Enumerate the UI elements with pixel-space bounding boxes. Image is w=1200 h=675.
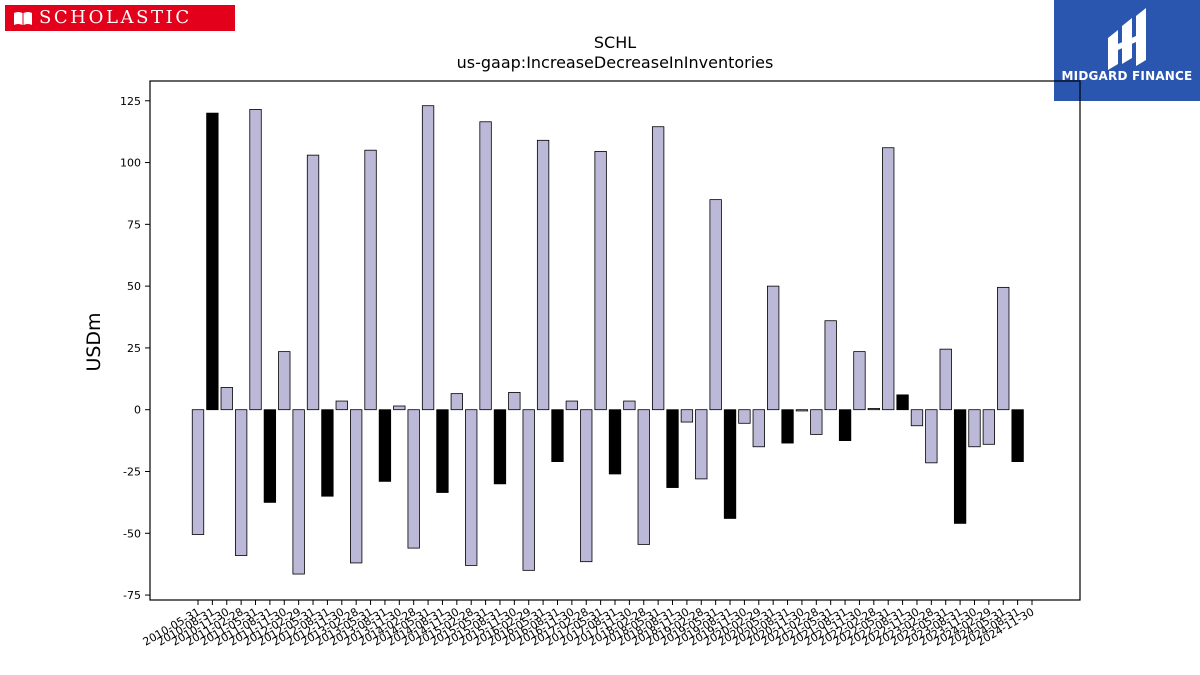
y-ticks-group: -75 -50 -25 0 25 50 75 100 125 bbox=[120, 95, 150, 602]
bar-2023-05-31 bbox=[939, 348, 952, 411]
chart-title: SCHL bbox=[594, 33, 636, 52]
plot-frame bbox=[149, 80, 1081, 601]
bar-2012-08-31 bbox=[321, 409, 334, 497]
bar-2019-11-30 bbox=[738, 409, 751, 424]
bar-2017-08-31 bbox=[608, 409, 622, 475]
midgard-finance-logo: MIDGARD FINANCE bbox=[1054, 0, 1200, 101]
bar-2018-02-28 bbox=[637, 409, 650, 545]
bar-2011-05-31 bbox=[249, 109, 262, 411]
x-ticks-group: 2010-05-312010-08-312010-11-302011-02-28… bbox=[141, 600, 1037, 649]
bar-2019-08-31 bbox=[723, 409, 737, 519]
bar-2019-05-31 bbox=[709, 199, 722, 411]
y-tick-label: -50 bbox=[123, 527, 141, 540]
y-tick-label: 25 bbox=[127, 342, 141, 355]
bar-2021-11-30 bbox=[853, 351, 866, 411]
bar-2011-02-28 bbox=[234, 409, 248, 556]
bar-2023-11-30 bbox=[968, 409, 981, 448]
y-tick-label: 0 bbox=[134, 404, 141, 417]
bar-2014-08-31 bbox=[436, 409, 449, 493]
y-tick-label: 100 bbox=[120, 157, 141, 170]
bar-2013-08-31 bbox=[378, 409, 392, 482]
bar-2024-05-31 bbox=[997, 286, 1010, 411]
bar-2013-11-30 bbox=[393, 405, 406, 411]
bar-2018-11-30 bbox=[680, 409, 694, 423]
bar-2017-02-28 bbox=[580, 409, 593, 563]
bar-2011-08-31 bbox=[263, 409, 277, 503]
y-tick-label: 50 bbox=[127, 280, 141, 293]
chart-subtitle: us-gaap:IncreaseDecreaseInInventories bbox=[457, 53, 774, 72]
bar-2011-11-30 bbox=[278, 351, 291, 411]
bar-2020-05-31 bbox=[767, 285, 780, 411]
bar-2019-02-28 bbox=[695, 409, 708, 480]
bar-2017-05-31 bbox=[594, 151, 607, 411]
bar-2010-08-31 bbox=[206, 112, 219, 411]
bar-2015-08-31 bbox=[493, 409, 507, 485]
bar-2021-02-28 bbox=[810, 409, 823, 435]
bar-2014-11-30 bbox=[450, 393, 463, 411]
midgard-wordmark: MIDGARD FINANCE bbox=[1061, 69, 1193, 83]
bar-2020-02-29 bbox=[752, 409, 765, 448]
bar-2010-05-31 bbox=[191, 409, 205, 535]
bar-2023-02-28 bbox=[925, 409, 938, 464]
bar-2013-02-28 bbox=[350, 409, 363, 564]
bar-2012-05-31 bbox=[306, 154, 320, 411]
bar-2010-11-30 bbox=[220, 387, 233, 411]
bar-2020-11-30 bbox=[795, 409, 809, 412]
bar-2016-11-30 bbox=[565, 400, 579, 411]
bar-2015-02-28 bbox=[465, 409, 478, 566]
bar-2018-05-31 bbox=[651, 126, 665, 411]
y-tick-label: 125 bbox=[120, 95, 141, 108]
bar-2016-08-31 bbox=[551, 409, 564, 463]
bar-2012-11-30 bbox=[335, 400, 348, 411]
bar-2022-11-30 bbox=[910, 409, 924, 427]
bar-2013-05-31 bbox=[364, 149, 377, 411]
scholastic-logo: SCHOLASTIC bbox=[5, 5, 235, 31]
bar-2022-02-28 bbox=[867, 408, 880, 411]
bar-2014-05-31 bbox=[421, 105, 435, 411]
bar-2016-05-31 bbox=[536, 139, 550, 411]
bar-2016-02-29 bbox=[522, 409, 535, 571]
bar-2022-05-31 bbox=[882, 147, 895, 411]
bar-2015-05-31 bbox=[479, 121, 492, 411]
bar-2017-11-30 bbox=[623, 400, 636, 411]
bar-2024-08-31 bbox=[1011, 409, 1024, 463]
y-axis-label: USDm bbox=[83, 312, 105, 371]
bar-2021-05-31 bbox=[824, 320, 837, 411]
bar-2012-02-29 bbox=[292, 409, 305, 575]
y-tick-label: 75 bbox=[127, 218, 141, 231]
bar-2014-02-28 bbox=[407, 409, 420, 549]
bar-2015-11-30 bbox=[508, 391, 521, 411]
bars-group bbox=[191, 105, 1024, 575]
bar-2022-08-31 bbox=[896, 394, 909, 411]
bar-2023-08-31 bbox=[953, 409, 967, 524]
bar-2024-02-29 bbox=[982, 409, 996, 445]
midgard-emblem-icon bbox=[1108, 8, 1146, 70]
bar-2020-08-31 bbox=[781, 409, 794, 444]
y-tick-label: -25 bbox=[123, 465, 141, 478]
bar-2018-08-31 bbox=[666, 409, 679, 488]
open-book-icon bbox=[14, 12, 32, 25]
scholastic-wordmark: SCHOLASTIC bbox=[39, 7, 192, 28]
bar-2021-08-31 bbox=[838, 409, 852, 441]
y-tick-label: -75 bbox=[123, 589, 141, 602]
